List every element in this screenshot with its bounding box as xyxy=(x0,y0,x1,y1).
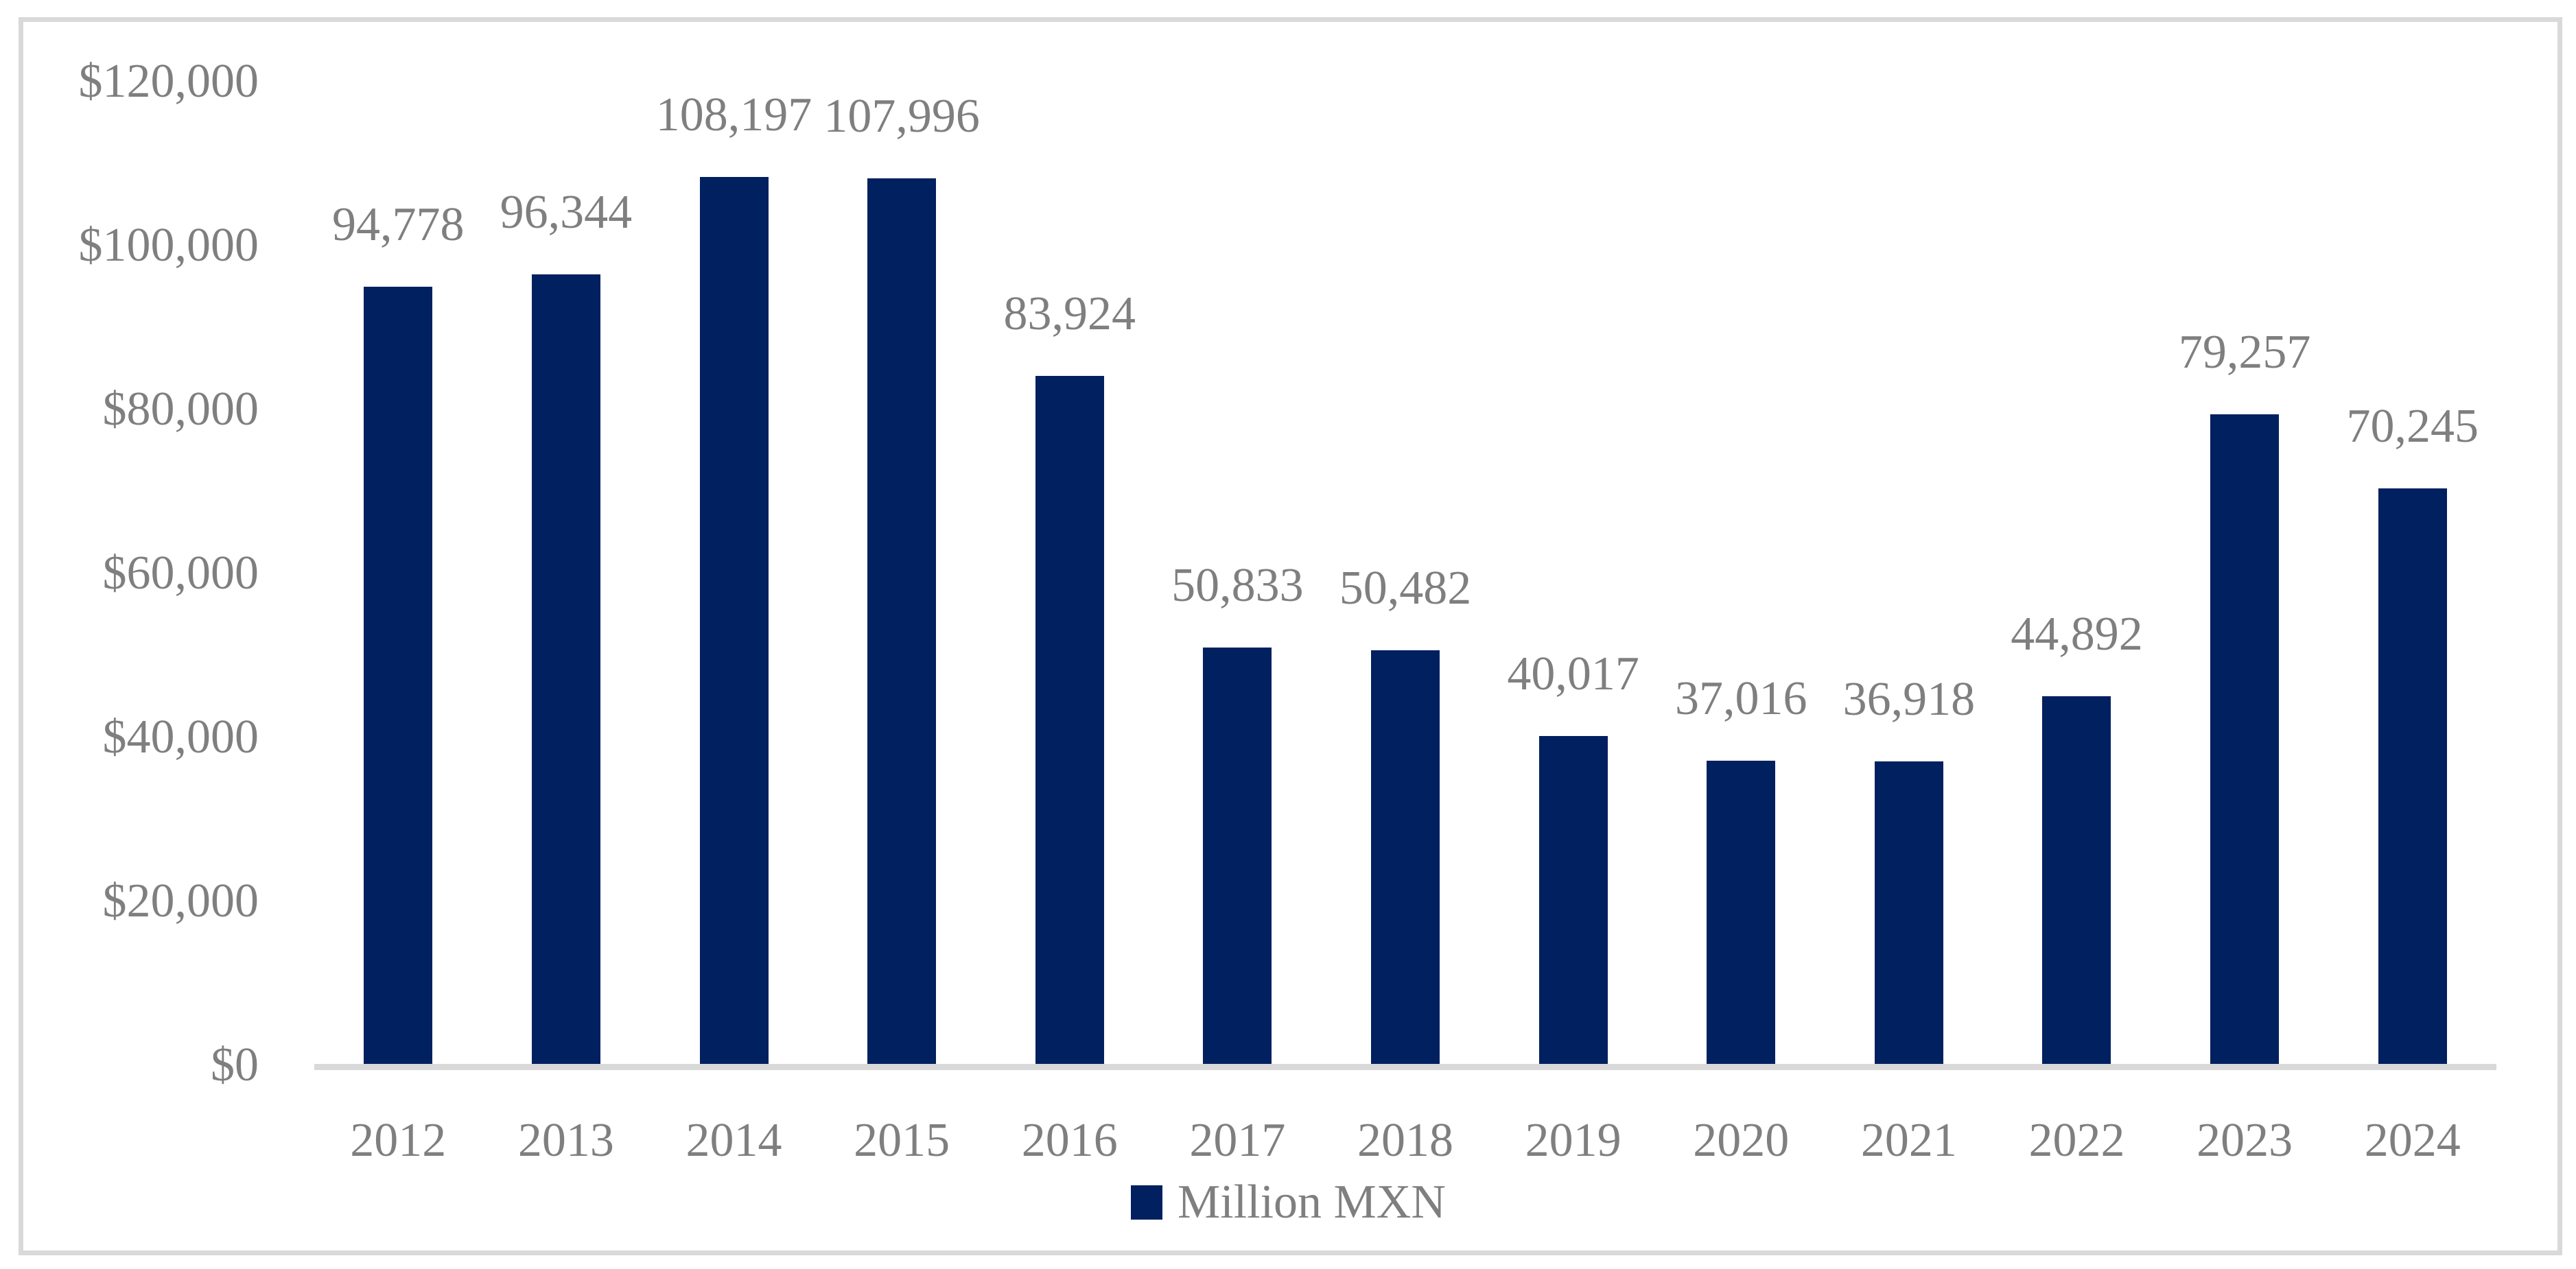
data-label-2013: 96,344 xyxy=(500,185,633,239)
bar-2023 xyxy=(2210,414,2280,1064)
bar-2013 xyxy=(531,274,600,1064)
data-label-2017: 50,833 xyxy=(1171,558,1304,612)
data-label-2018: 50,482 xyxy=(1339,561,1472,615)
x-axis-label-2022: 2022 xyxy=(2028,1114,2125,1167)
legend-color-swatch xyxy=(1131,1185,1162,1220)
y-axis-tick-label: $100,000 xyxy=(78,219,259,272)
x-axis-label-2019: 2019 xyxy=(1525,1114,1621,1167)
y-axis-tick-label: $20,000 xyxy=(102,875,259,927)
bar-2014 xyxy=(699,177,769,1064)
bar-2015 xyxy=(867,178,937,1064)
y-axis-tick-label: $120,000 xyxy=(78,55,259,108)
x-axis-label-2015: 2015 xyxy=(854,1114,950,1167)
data-label-2023: 79,257 xyxy=(2178,325,2311,379)
data-label-2015: 107,996 xyxy=(823,90,980,143)
y-axis-tick-label: $40,000 xyxy=(102,711,259,763)
bar-2017 xyxy=(1203,647,1272,1064)
legend-label: Million MXN xyxy=(1178,1176,1446,1229)
x-axis-label-2013: 2013 xyxy=(517,1114,614,1167)
data-label-2020: 37,016 xyxy=(1674,672,1807,725)
x-axis-label-2017: 2017 xyxy=(1189,1114,1286,1167)
x-axis-label-2020: 2020 xyxy=(1693,1114,1790,1167)
x-axis-label-2024: 2024 xyxy=(2364,1114,2461,1167)
x-axis-line xyxy=(314,1064,2496,1070)
data-label-2016: 83,924 xyxy=(1003,287,1136,341)
legend: Million MXN xyxy=(1131,1175,1446,1230)
x-axis-label-2016: 2016 xyxy=(1021,1114,1118,1167)
x-axis-label-2023: 2023 xyxy=(2197,1114,2293,1167)
bar-2020 xyxy=(1707,760,1776,1064)
bar-2019 xyxy=(1538,735,1608,1064)
data-label-2019: 40,017 xyxy=(1507,647,1639,700)
x-axis-label-2014: 2014 xyxy=(686,1114,782,1167)
bar-2012 xyxy=(364,287,433,1064)
bar-2016 xyxy=(1035,376,1104,1064)
bar-2021 xyxy=(1874,761,1943,1064)
chart-border xyxy=(19,17,2562,1255)
data-label-2022: 44,892 xyxy=(2011,607,2143,661)
x-axis-label-2012: 2012 xyxy=(350,1114,447,1167)
y-axis-tick-label: $0 xyxy=(211,1039,259,1091)
y-axis-tick-label: $80,000 xyxy=(102,383,259,436)
x-axis-label-2018: 2018 xyxy=(1357,1114,1453,1167)
y-axis-tick-label: $60,000 xyxy=(102,547,259,600)
bar-2024 xyxy=(2378,488,2447,1064)
data-label-2024: 70,245 xyxy=(2346,399,2479,453)
data-label-2012: 94,778 xyxy=(332,198,465,252)
bar-2022 xyxy=(2042,696,2111,1064)
data-label-2021: 36,918 xyxy=(1842,672,1976,726)
x-axis-label-2021: 2021 xyxy=(1860,1114,1957,1167)
bar-2018 xyxy=(1371,650,1440,1064)
data-label-2014: 108,197 xyxy=(655,88,812,142)
